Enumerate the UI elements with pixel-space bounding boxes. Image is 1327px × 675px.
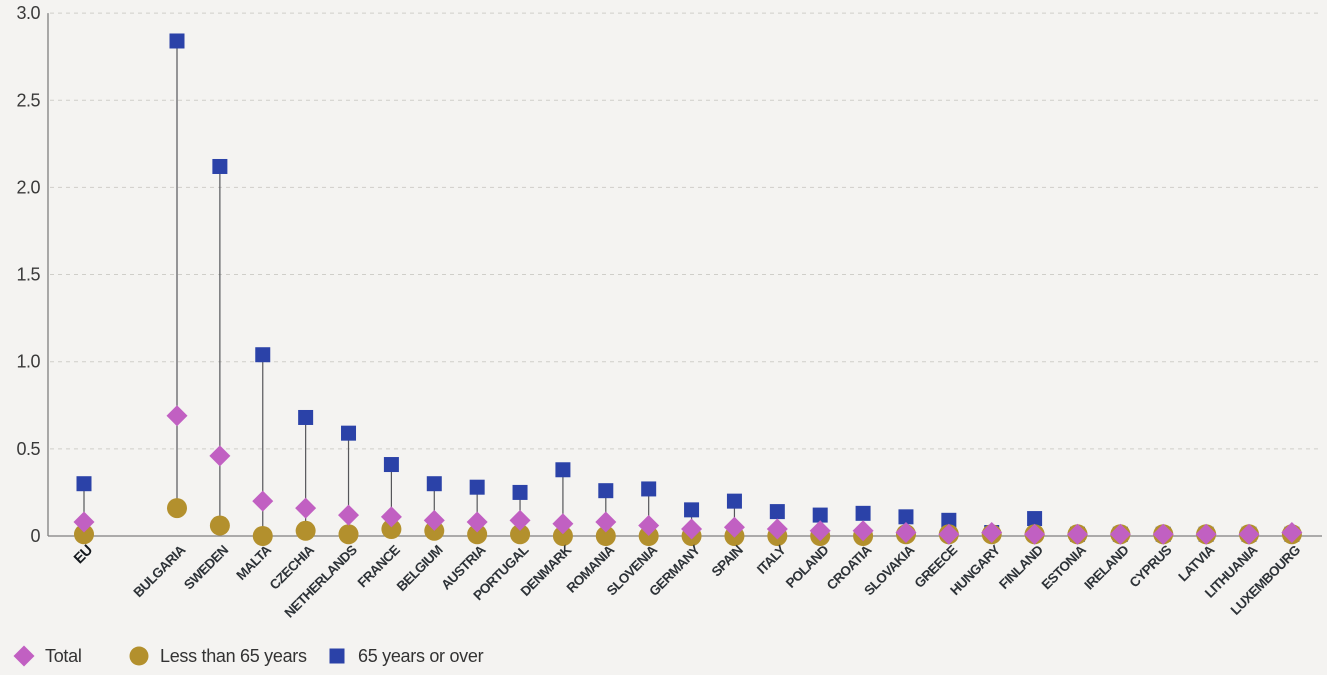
square-marker bbox=[769, 504, 785, 520]
y-axis-tick-label: 3.0 bbox=[16, 3, 40, 23]
diamond-marker bbox=[73, 511, 95, 533]
legend-item-total: Total bbox=[13, 642, 82, 670]
diamond-marker bbox=[1281, 522, 1303, 544]
diamond-marker bbox=[252, 490, 274, 512]
square-marker bbox=[212, 158, 228, 174]
y-axis-tick-label: 1.0 bbox=[16, 352, 40, 372]
square-marker bbox=[941, 512, 957, 528]
diamond-marker bbox=[723, 516, 745, 538]
square-marker bbox=[469, 479, 485, 495]
square-marker bbox=[1027, 511, 1043, 527]
square-marker bbox=[341, 425, 357, 441]
square-marker bbox=[512, 484, 528, 500]
y-axis-tick-label: 1.5 bbox=[16, 265, 40, 285]
square-marker bbox=[426, 476, 442, 492]
circle-marker bbox=[595, 526, 616, 546]
x-axis-label: FINLAND bbox=[996, 542, 1046, 592]
square-marker bbox=[169, 33, 185, 49]
square-marker bbox=[598, 483, 614, 499]
square-marker bbox=[855, 505, 871, 521]
x-axis-label: LATVIA bbox=[1175, 542, 1217, 584]
diamond-marker bbox=[423, 509, 445, 531]
diamond-marker bbox=[295, 497, 317, 519]
diamond-marker bbox=[809, 520, 831, 542]
diamond-marker bbox=[1152, 523, 1174, 545]
square-marker bbox=[641, 481, 657, 497]
x-axis-label: ITALY bbox=[754, 542, 789, 577]
diamond-marker bbox=[852, 520, 874, 542]
circle-marker bbox=[209, 515, 230, 536]
x-axis-label: BULGARIA bbox=[131, 542, 189, 600]
legend-label-less-than-65: Less than 65 years bbox=[160, 645, 307, 666]
diamond-marker bbox=[895, 522, 917, 544]
legend-item-less-than-65: Less than 65 years bbox=[128, 642, 307, 670]
circle-marker bbox=[552, 526, 573, 546]
circle-marker bbox=[74, 524, 94, 545]
x-axis-label: ESTONIA bbox=[1039, 542, 1089, 592]
legend-label-total: Total bbox=[45, 645, 82, 666]
diamond-marker bbox=[681, 518, 703, 540]
circle-marker bbox=[295, 520, 316, 541]
diamond-marker bbox=[938, 523, 960, 545]
diamond-marker bbox=[1066, 523, 1088, 545]
circle-marker bbox=[467, 524, 488, 545]
square-marker bbox=[898, 509, 914, 525]
diamond-marker bbox=[981, 522, 1003, 544]
diamond-marker bbox=[1024, 523, 1046, 545]
x-axis-label: CYPRUS bbox=[1127, 542, 1175, 590]
square-marker bbox=[726, 493, 742, 509]
square-icon bbox=[329, 648, 345, 664]
square-marker bbox=[555, 462, 571, 478]
legend-item-65-or-over: 65 years or over bbox=[326, 642, 484, 670]
square-marker bbox=[255, 347, 271, 363]
x-axis-label: SWEDEN bbox=[181, 543, 231, 593]
diamond-marker bbox=[509, 509, 531, 531]
square-marker bbox=[383, 457, 399, 473]
square-marker bbox=[684, 502, 700, 518]
square-marker bbox=[812, 507, 828, 523]
y-axis-tick-label: 0.5 bbox=[16, 439, 40, 459]
circle-marker bbox=[252, 526, 273, 546]
circle-marker bbox=[338, 524, 359, 545]
diamond-marker bbox=[766, 518, 788, 540]
y-axis-tick-label: 0 bbox=[30, 526, 40, 546]
diamond-marker bbox=[595, 511, 617, 533]
square-marker bbox=[298, 409, 314, 425]
diamond-marker bbox=[209, 445, 231, 467]
diamond-marker bbox=[338, 504, 360, 526]
x-axis-label: IRELAND bbox=[1081, 542, 1132, 593]
y-axis-tick-label: 2.5 bbox=[16, 90, 40, 110]
diamond-marker bbox=[552, 513, 574, 535]
diamond-icon bbox=[13, 645, 35, 667]
y-axis-tick-label: 2.0 bbox=[16, 177, 40, 197]
square-marker bbox=[76, 476, 92, 492]
circle-marker bbox=[167, 498, 187, 519]
diamond-marker bbox=[166, 405, 188, 427]
x-axis-label: EU bbox=[71, 542, 96, 567]
diamond-marker bbox=[1238, 523, 1260, 545]
diamond-marker bbox=[1109, 523, 1131, 545]
circle-marker bbox=[510, 524, 531, 545]
diamond-marker bbox=[380, 506, 402, 528]
x-axis-label: SPAIN bbox=[709, 543, 746, 580]
x-axis-label: NETHERLANDS bbox=[282, 542, 360, 620]
diamond-marker bbox=[466, 511, 488, 533]
diamond-marker bbox=[1195, 523, 1217, 545]
x-axis-label: BELGIUM bbox=[394, 542, 446, 594]
diamond-marker bbox=[638, 515, 660, 537]
x-axis-label: MALTA bbox=[233, 542, 274, 583]
circle-marker bbox=[381, 519, 402, 540]
circle-icon bbox=[129, 646, 149, 666]
legend-label-65-or-over: 65 years or over bbox=[358, 645, 484, 666]
